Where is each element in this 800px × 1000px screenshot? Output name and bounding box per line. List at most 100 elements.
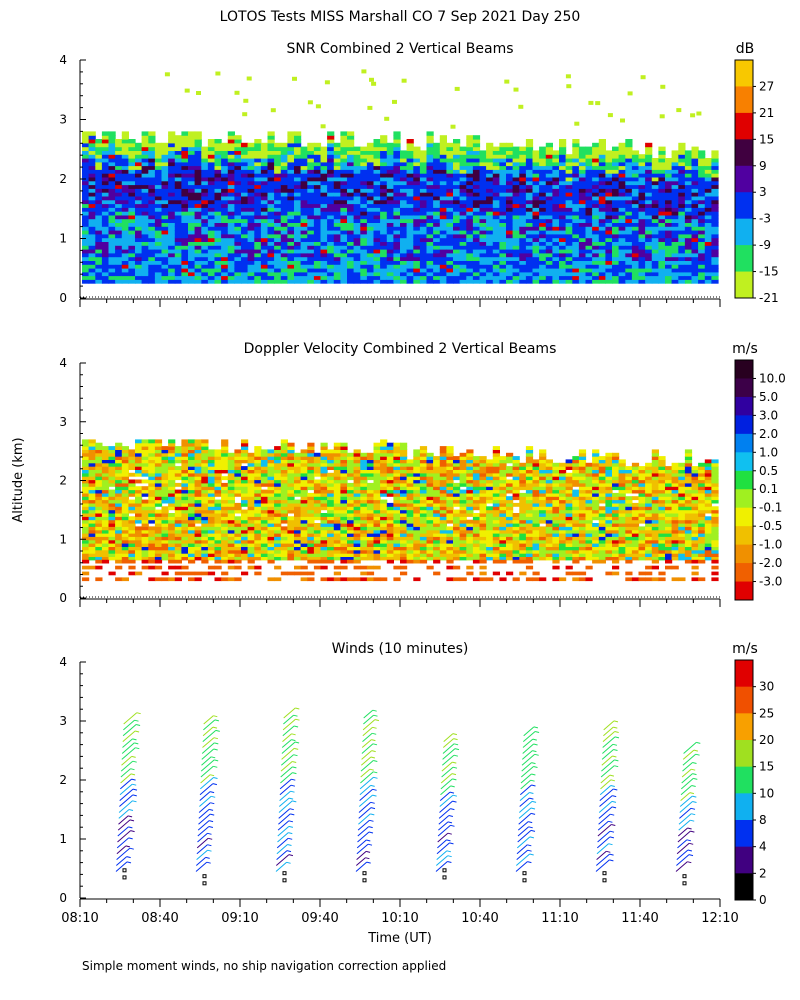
heat-cell xyxy=(101,452,110,457)
heat-cell xyxy=(207,226,216,231)
heat-cell xyxy=(88,192,96,197)
heat-cell xyxy=(625,173,633,178)
heat-cell xyxy=(439,275,447,280)
heat-cell xyxy=(439,271,447,277)
heat-cell xyxy=(711,252,719,258)
heat-cell xyxy=(234,476,242,481)
heat-cell xyxy=(181,533,189,537)
heat-cell xyxy=(492,188,500,193)
heat-cell xyxy=(214,195,222,201)
heat-cell xyxy=(612,241,620,246)
heat-cell xyxy=(221,279,229,284)
heat-cell xyxy=(214,513,222,517)
heat-cell xyxy=(168,176,176,182)
heat-cell xyxy=(684,237,693,242)
heat-cell xyxy=(307,546,315,551)
heat-cell xyxy=(241,146,249,151)
heat-cell xyxy=(625,211,633,216)
heat-cell xyxy=(307,476,315,481)
heat-cell xyxy=(82,536,90,541)
heat-cell xyxy=(221,446,229,450)
heat-cell xyxy=(294,211,302,216)
heat-cell xyxy=(453,165,461,170)
heat-cell xyxy=(400,241,408,246)
heat-cell xyxy=(148,173,156,178)
heat-cell xyxy=(678,195,686,201)
heat-cell xyxy=(691,218,699,223)
heat-cell xyxy=(426,180,434,186)
heat-cell xyxy=(207,237,216,242)
heat-cell xyxy=(101,142,110,148)
heat-cell xyxy=(227,539,235,544)
heat-cell xyxy=(194,462,202,467)
heat-cell xyxy=(254,146,262,151)
heat-cell xyxy=(88,279,96,284)
heat-cell xyxy=(115,195,123,201)
heat-cell xyxy=(479,230,487,235)
heat-cell xyxy=(254,158,262,163)
heat-cell xyxy=(572,139,580,144)
heat-cell xyxy=(665,275,673,280)
heat-cell xyxy=(188,446,196,450)
heat-cell xyxy=(88,139,96,144)
heat-cell xyxy=(453,142,461,148)
heat-cell xyxy=(201,195,209,201)
heat-cell xyxy=(95,536,103,541)
heat-cell xyxy=(194,184,202,189)
heat-cell xyxy=(525,203,534,208)
heat-cell xyxy=(214,230,222,235)
heat-cell xyxy=(525,161,534,167)
heat-cell xyxy=(221,184,229,189)
heat-cell xyxy=(267,176,275,182)
heat-cell xyxy=(108,543,116,547)
heat-cell xyxy=(585,241,593,246)
heat-cell xyxy=(671,214,679,220)
heat-cell xyxy=(254,218,262,223)
heat-cell xyxy=(486,203,494,208)
heat-cell xyxy=(651,211,659,216)
heat-cell xyxy=(698,279,706,284)
heat-cell xyxy=(95,264,103,269)
heat-cell xyxy=(320,502,328,507)
heat-cell xyxy=(625,146,633,151)
heat-cell xyxy=(128,489,136,494)
heat-cell xyxy=(486,180,494,186)
heat-cell xyxy=(565,264,573,269)
heat-cell xyxy=(419,271,428,277)
heat-cell xyxy=(459,252,467,258)
heat-cell xyxy=(280,180,288,186)
heat-cell xyxy=(207,264,216,269)
y-tick-label: 3 xyxy=(59,113,67,127)
heat-cell xyxy=(413,180,421,186)
heat-cell xyxy=(154,218,163,223)
heat-cell xyxy=(214,519,222,524)
heat-cell xyxy=(294,131,302,136)
heat-cell xyxy=(168,203,176,208)
heat-cell xyxy=(201,184,209,189)
heat-cell xyxy=(585,207,593,212)
heat-cell xyxy=(181,502,189,507)
heat-cell xyxy=(95,556,103,561)
heat-cell xyxy=(645,188,653,193)
heat-cell xyxy=(479,150,487,155)
heat-cell xyxy=(525,256,534,261)
heat-cell xyxy=(101,536,110,541)
heat-cell xyxy=(340,180,348,186)
heat-cell xyxy=(380,279,388,284)
heat-cell xyxy=(148,502,156,507)
heat-cell xyxy=(499,161,507,167)
heat-cell xyxy=(161,509,169,514)
heat-cell xyxy=(307,192,315,197)
heat-cell xyxy=(400,176,408,182)
heat-cell xyxy=(525,245,534,250)
heat-cell xyxy=(260,533,269,537)
heat-cell xyxy=(161,161,169,167)
heat-cell xyxy=(154,260,163,265)
heat-cell xyxy=(227,241,235,246)
heat-cell xyxy=(194,199,202,205)
heat-cell xyxy=(82,256,90,261)
heat-cell xyxy=(400,169,408,174)
heat-cell xyxy=(552,264,560,269)
heat-cell xyxy=(234,135,242,140)
heat-cell xyxy=(559,150,567,155)
